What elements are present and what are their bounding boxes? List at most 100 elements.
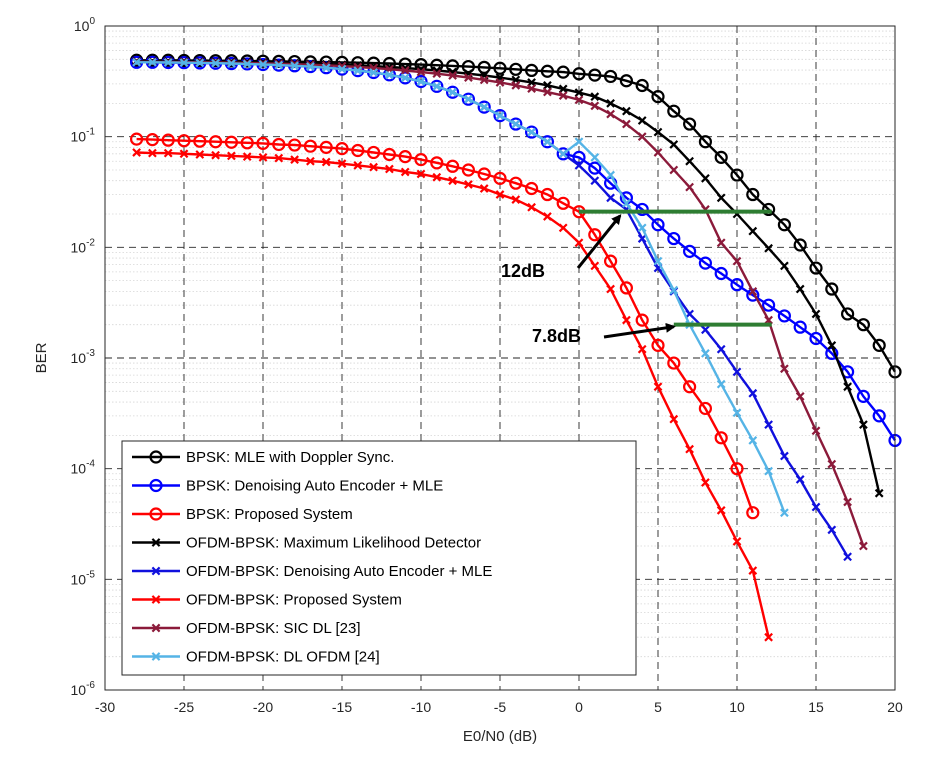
- data-point: [667, 231, 681, 246]
- data-point: [780, 364, 789, 374]
- data-point: [448, 87, 457, 97]
- data-point: [811, 426, 821, 436]
- data-point: [843, 552, 852, 562]
- x-tick-label: -10: [411, 699, 431, 715]
- data-point: [637, 116, 647, 125]
- data-point: [149, 450, 163, 464]
- data-point: [543, 137, 552, 147]
- y-tick-label: 10-6: [71, 680, 96, 698]
- data-point: [714, 431, 728, 445]
- data-point: [464, 73, 473, 82]
- y-ticks: 100 10-1 10-2 10-3 10-4 10-5 10-6: [71, 16, 96, 698]
- data-point: [477, 167, 491, 181]
- data-point: [780, 451, 789, 461]
- data-point: [543, 87, 552, 97]
- x-tick-label: 0: [575, 699, 583, 715]
- data-point: [619, 281, 634, 295]
- data-point: [163, 58, 173, 67]
- data-point: [872, 409, 886, 423]
- data-point: [701, 349, 710, 358]
- data-point: [151, 595, 161, 604]
- data-point: [622, 106, 631, 116]
- series-5: [132, 148, 773, 642]
- x-tick-label: 10: [729, 699, 745, 715]
- data-point: [177, 134, 191, 148]
- data-point: [479, 102, 489, 112]
- data-point: [827, 459, 837, 469]
- data-point: [716, 505, 726, 515]
- data-point: [149, 478, 163, 493]
- data-point: [716, 193, 726, 203]
- data-point: [274, 153, 284, 163]
- data-point: [827, 341, 837, 350]
- data-point: [843, 497, 852, 507]
- data-point: [622, 198, 631, 208]
- x-tick-label: -30: [95, 699, 115, 715]
- data-point: [211, 150, 220, 160]
- data-point: [825, 282, 839, 296]
- data-point: [590, 261, 600, 271]
- legend-entry-label: BPSK: Denoising Auto Encoder + MLE: [186, 478, 443, 495]
- data-point: [685, 182, 694, 192]
- data-point: [258, 60, 268, 69]
- data-point: [748, 286, 758, 296]
- data-point: [714, 266, 728, 281]
- legend-entry-label: OFDM-BPSK: Proposed System: [186, 592, 402, 609]
- data-point: [748, 436, 758, 445]
- data-point: [446, 159, 460, 173]
- data-point: [874, 488, 884, 498]
- data-point: [732, 408, 742, 418]
- data-point: [730, 168, 744, 182]
- legend-entry-label: OFDM-BPSK: Denoising Auto Encoder + MLE: [186, 563, 492, 580]
- data-point: [495, 190, 505, 199]
- data-point: [856, 318, 871, 332]
- legend-entry-label: BPSK: MLE with Doppler Sync.: [186, 449, 394, 466]
- data-point: [385, 70, 394, 80]
- data-point: [558, 223, 568, 233]
- x-tick-label: 5: [654, 699, 662, 715]
- data-point: [400, 167, 410, 177]
- data-point: [209, 135, 223, 149]
- data-point: [809, 261, 823, 275]
- data-point: [669, 285, 679, 295]
- data-point: [288, 138, 302, 152]
- data-point: [637, 234, 647, 243]
- data-point: [432, 69, 442, 79]
- data-point: [843, 382, 852, 392]
- data-point: [479, 75, 489, 85]
- data-point: [461, 59, 475, 74]
- data-point: [132, 148, 141, 157]
- data-point: [761, 202, 776, 217]
- data-point: [764, 466, 773, 476]
- data-point: [432, 172, 442, 182]
- data-point: [509, 62, 523, 76]
- data-point: [651, 90, 665, 104]
- x-tick-label: -25: [174, 699, 194, 715]
- data-point: [432, 81, 442, 91]
- data-point: [227, 151, 236, 161]
- data-point: [151, 538, 161, 547]
- data-point: [685, 309, 694, 319]
- data-point: [149, 507, 163, 521]
- data-point: [588, 161, 602, 175]
- data-point: [746, 506, 760, 520]
- data-point: [764, 420, 773, 430]
- data-point: [701, 173, 710, 183]
- data-point: [716, 379, 726, 389]
- data-point: [540, 187, 555, 202]
- data-point: [685, 444, 694, 454]
- x-tick-label: -5: [494, 699, 507, 715]
- data-point: [653, 127, 663, 137]
- data-point: [430, 79, 444, 93]
- data-point: [859, 541, 868, 551]
- data-point: [524, 181, 539, 196]
- data-point: [543, 212, 552, 221]
- y-tick-label: 10-4: [71, 459, 96, 477]
- legend-entry-label: OFDM-BPSK: DL OFDM [24]: [186, 649, 380, 666]
- data-point: [558, 91, 568, 100]
- data-point: [242, 152, 252, 162]
- legend-entry-label: OFDM-BPSK: SIC DL [23]: [186, 620, 361, 637]
- data-point: [400, 66, 410, 75]
- data-point: [337, 159, 347, 169]
- x-ticks: -30 -25 -20 -15 -10 -5 0 5 10 15 20: [95, 699, 903, 715]
